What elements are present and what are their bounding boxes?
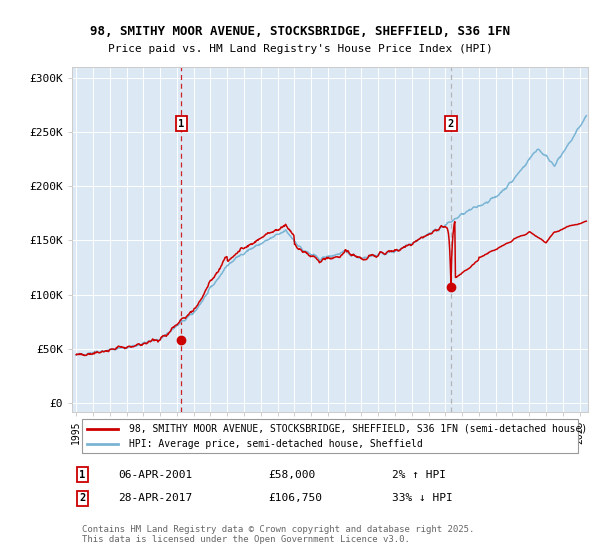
- Text: HPI: Average price, semi-detached house, Sheffield: HPI: Average price, semi-detached house,…: [129, 439, 422, 449]
- Text: Price paid vs. HM Land Registry's House Price Index (HPI): Price paid vs. HM Land Registry's House …: [107, 44, 493, 54]
- Text: 33% ↓ HPI: 33% ↓ HPI: [392, 493, 452, 503]
- Text: 2: 2: [448, 119, 454, 128]
- Text: 28-APR-2017: 28-APR-2017: [118, 493, 193, 503]
- Text: 2% ↑ HPI: 2% ↑ HPI: [392, 470, 446, 479]
- Text: 2: 2: [79, 493, 85, 503]
- Text: 1: 1: [178, 119, 185, 128]
- Text: 98, SMITHY MOOR AVENUE, STOCKSBRIDGE, SHEFFIELD, S36 1FN (semi-detached house): 98, SMITHY MOOR AVENUE, STOCKSBRIDGE, SH…: [129, 423, 587, 433]
- Text: £58,000: £58,000: [268, 470, 316, 479]
- Text: 1: 1: [79, 470, 85, 479]
- Text: 06-APR-2001: 06-APR-2001: [118, 470, 193, 479]
- Bar: [82, 419, 578, 454]
- Text: 98, SMITHY MOOR AVENUE, STOCKSBRIDGE, SHEFFIELD, S36 1FN: 98, SMITHY MOOR AVENUE, STOCKSBRIDGE, SH…: [90, 25, 510, 38]
- Text: £106,750: £106,750: [268, 493, 322, 503]
- Text: Contains HM Land Registry data © Crown copyright and database right 2025.
This d: Contains HM Land Registry data © Crown c…: [82, 525, 475, 544]
